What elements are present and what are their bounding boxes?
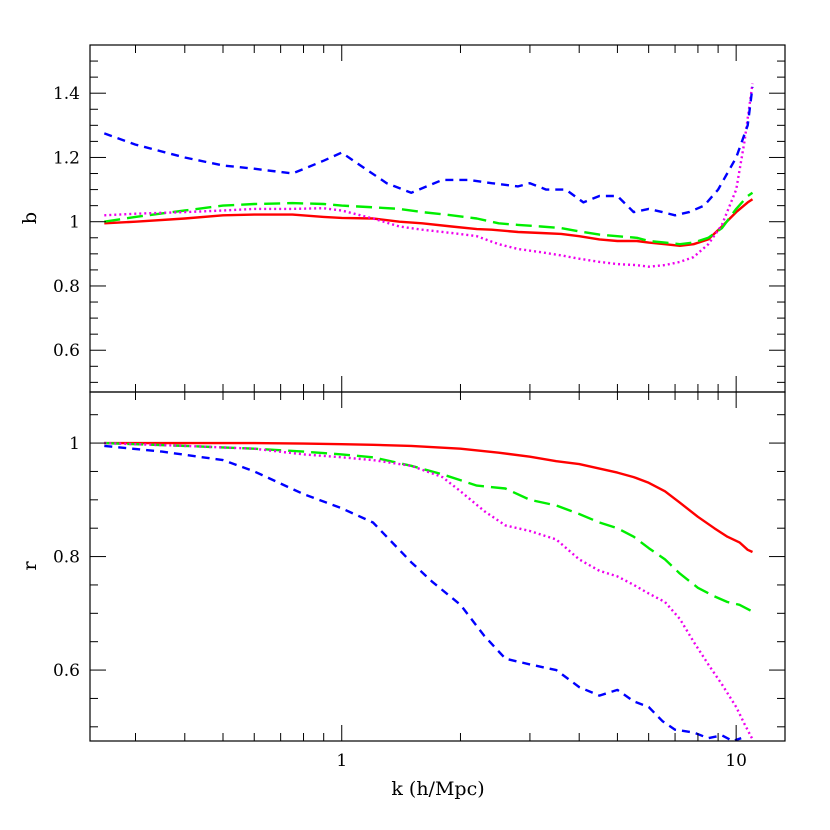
bottom-y-axis-label: r: [19, 561, 41, 571]
bottom-panel: 0.6 0.8 1 1 10 r k (h/Mpc): [19, 391, 786, 800]
top-series-group: [103, 83, 754, 268]
bottom-plot-frame: [89, 391, 786, 742]
bottom-series-red-line: [104, 441, 753, 554]
top-y-tick-label: 0.8: [53, 277, 80, 297]
bottom-series-group: [104, 441, 754, 741]
top-series-magenta-line: [104, 83, 754, 268]
top-panel: 0.6 0.8 1 1.2 1.4 b: [19, 44, 786, 393]
top-y-tick-label: 1.2: [53, 148, 80, 168]
top-series-red-line: [104, 198, 754, 247]
top-series-green-line: [104, 191, 754, 246]
x-tick-label: 10: [725, 751, 747, 771]
bottom-y-tick-label: 0.6: [53, 661, 80, 681]
top-y-tick-label: 1: [69, 213, 80, 233]
top-y-axis-label: b: [19, 212, 41, 224]
bottom-series-blue-line: [104, 444, 742, 741]
x-tick-label: 1: [336, 751, 347, 771]
bottom-y-tick-label: 0.8: [53, 548, 80, 568]
bottom-series-green-line: [104, 441, 754, 613]
bottom-ticks: [90, 392, 785, 741]
bottom-y-tick-labels: 0.6 0.8 1: [53, 434, 80, 681]
bottom-x-tick-labels: 1 10: [336, 751, 747, 771]
bottom-series-magenta-line: [104, 441, 754, 740]
top-y-tick-label: 1.4: [53, 84, 80, 104]
top-y-tick-label: 0.6: [53, 341, 80, 361]
x-axis-label: k (h/Mpc): [391, 778, 484, 800]
top-ticks: [90, 45, 785, 392]
bottom-y-tick-label: 1: [69, 434, 80, 454]
top-series-blue-line: [103, 86, 754, 217]
top-y-tick-labels: 0.6 0.8 1 1.2 1.4: [53, 84, 80, 361]
